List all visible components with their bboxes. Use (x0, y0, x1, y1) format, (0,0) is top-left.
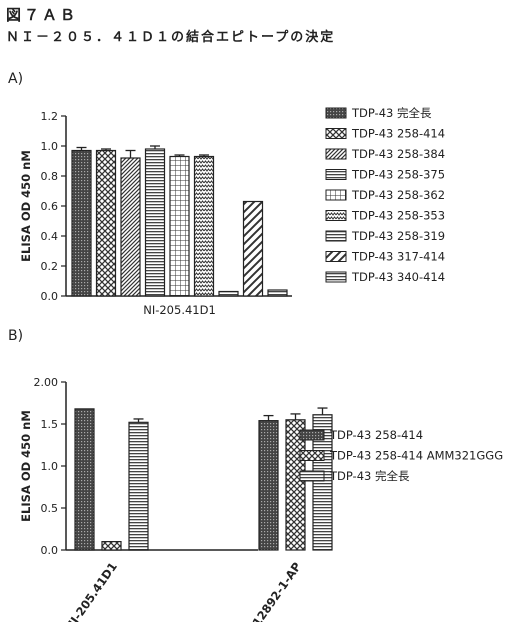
bar (146, 149, 165, 296)
y-tick-label: 0.8 (41, 170, 59, 183)
bar (259, 421, 278, 550)
legend-label: TDP-43 258-353 (351, 209, 445, 223)
legend-swatch (326, 129, 346, 139)
legend-swatch (326, 272, 346, 282)
y-tick-label: 1.0 (41, 460, 59, 473)
legend-label: TDP-43 258-319 (351, 229, 445, 243)
bar (244, 202, 263, 297)
panel-label: B) (8, 328, 23, 344)
y-tick-label: 0.2 (41, 260, 59, 273)
y-tick-label: 0.6 (41, 200, 59, 213)
legend-label: TDP-43 完全長 (351, 106, 432, 120)
legend-swatch (300, 430, 324, 440)
bar (121, 158, 140, 296)
x-tick-label: 12892-1-AP (250, 560, 304, 622)
y-tick-label: 0.4 (41, 230, 59, 243)
legend-label: TDP-43 258-414 (351, 127, 445, 141)
legend-label: TDP-43 258-414 (329, 428, 423, 442)
panel-label: A) (8, 71, 23, 87)
legend-label: TDP-43 258-414 AMM321GGG (329, 449, 503, 463)
bar (170, 157, 189, 297)
legend-swatch (326, 170, 346, 180)
bar (195, 157, 214, 297)
legend-swatch (326, 231, 346, 241)
legend-label: TDP-43 317-414 (351, 250, 445, 264)
y-tick-label: 1.5 (41, 418, 59, 431)
legend-swatch (326, 211, 346, 221)
bar (75, 409, 94, 550)
legend-label: TDP-43 258-375 (351, 168, 445, 182)
y-axis-label: ELISA OD 450 nM (19, 410, 33, 522)
legend-label: TDP-43 258-362 (351, 188, 445, 202)
legend-swatch (326, 108, 346, 118)
x-tick-label: NI-205.41D1 (62, 560, 120, 622)
legend-label: TDP-43 258-384 (351, 147, 445, 161)
bar (97, 151, 116, 297)
y-tick-label: 1.0 (41, 140, 59, 153)
legend-swatch (300, 451, 324, 461)
x-tick-label: NI-205.41D1 (143, 303, 216, 317)
legend-swatch (326, 252, 346, 262)
y-tick-label: 0.5 (41, 502, 59, 515)
bar (129, 422, 148, 550)
y-tick-label: 2.00 (34, 376, 59, 389)
y-tick-label: 0.0 (41, 544, 59, 557)
legend-swatch (326, 149, 346, 159)
legend-label: TDP-43 完全長 (329, 469, 410, 483)
bar (268, 290, 287, 296)
bar (219, 292, 238, 297)
y-axis-label: ELISA OD 450 nM (19, 150, 33, 262)
bar (72, 151, 91, 297)
y-tick-label: 0.0 (41, 290, 59, 303)
legend-swatch (300, 471, 324, 481)
chart-a: A) 0.0 0.2 0.4 0.6 0.8 1.0 1.2 ELISA OD 450 nM NI… (8, 71, 445, 317)
legend-swatch (326, 190, 346, 200)
y-tick-label: 1.2 (41, 110, 59, 123)
bar (102, 542, 121, 550)
legend-label: TDP-43 340-414 (351, 270, 445, 284)
chart-b: B) 0.0 0.5 1.0 1.5 2.00 ELISA OD 450 nM NI-205.… (8, 328, 503, 622)
